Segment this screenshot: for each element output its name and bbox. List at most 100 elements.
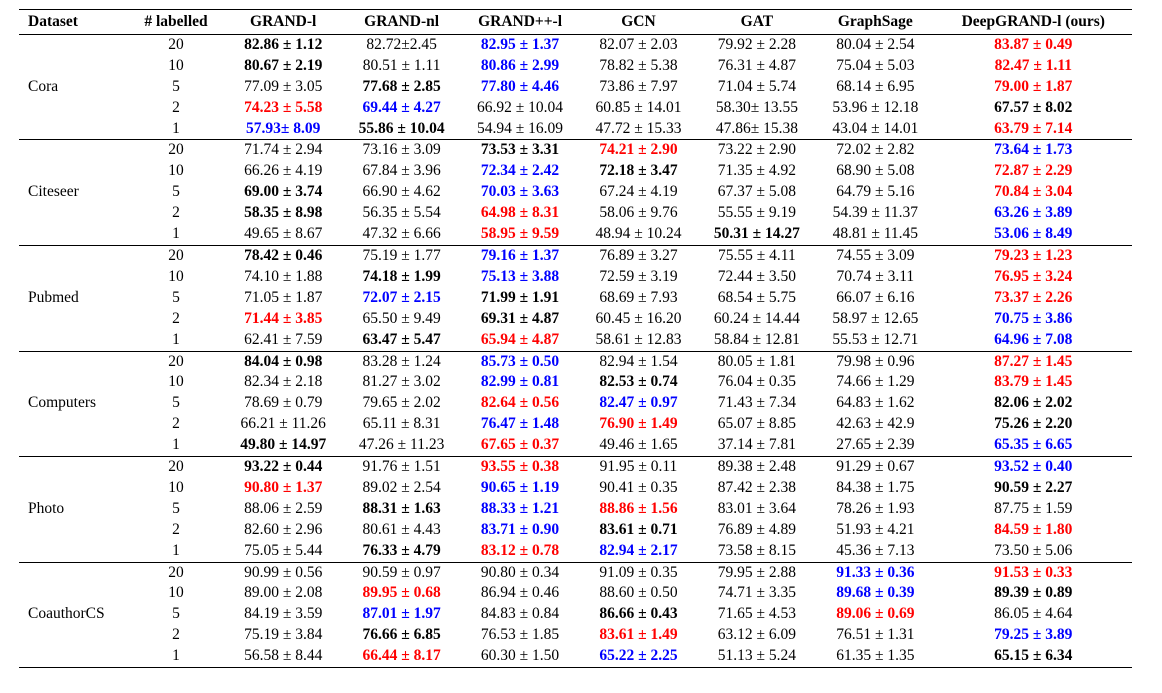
result-cell: 80.86 ± 2.99 bbox=[461, 56, 579, 77]
result-cell: 65.22 ± 2.25 bbox=[579, 646, 698, 669]
result-cell: 53.96 ± 12.18 bbox=[816, 98, 934, 119]
result-cell: 69.31 ± 4.87 bbox=[461, 309, 579, 330]
dataset-name-cell: Cora bbox=[28, 77, 59, 95]
result-value: 90.41 ± 0.35 bbox=[599, 478, 678, 496]
result-cell: 61.35 ± 1.35 bbox=[816, 646, 935, 669]
result-cell: 83.79 ± 1.45 bbox=[935, 372, 1132, 393]
result-value: 71.35 ± 4.92 bbox=[717, 162, 797, 180]
result-value: 49.65 ± 8.67 bbox=[244, 225, 323, 243]
result-value: 83.71 ± 0.90 bbox=[480, 520, 560, 538]
column-header-2: GRAND-l bbox=[224, 9, 343, 35]
result-cell: 73.58 ± 8.15 bbox=[697, 540, 817, 563]
result-cell: 60.85 ± 14.01 bbox=[579, 98, 697, 119]
result-value: 82.95 ± 1.37 bbox=[480, 35, 560, 53]
result-cell: 76.95 ± 3.24 bbox=[935, 267, 1132, 288]
result-cell: 90.59 ± 0.97 bbox=[342, 562, 460, 583]
table-row: 2 82.60 ± 2.96 80.61 ± 4.43 83.71 ± 0.90 83.… bbox=[19, 520, 1132, 541]
column-header-6: GAT bbox=[697, 9, 817, 35]
result-cell: 73.86 ± 7.97 bbox=[579, 77, 697, 98]
result-value: 42.63 ± 42.9 bbox=[836, 415, 915, 433]
result-value: 68.14 ± 6.95 bbox=[836, 77, 915, 95]
result-cell: 80.61 ± 4.43 bbox=[342, 520, 460, 541]
result-cell: 54.39 ± 11.37 bbox=[816, 203, 934, 224]
dataset-name-cell bbox=[19, 203, 128, 224]
result-value: 74.55 ± 3.09 bbox=[836, 246, 915, 264]
result-value: 65.50 ± 9.49 bbox=[362, 309, 441, 327]
result-cell: 84.04 ± 0.98 bbox=[224, 351, 342, 372]
result-cell: 77.09 ± 3.05 bbox=[224, 77, 342, 98]
result-cell: 65.07 ± 8.85 bbox=[698, 414, 816, 435]
result-value: 63.79 ± 7.14 bbox=[994, 119, 1073, 137]
result-cell: 67.24 ± 4.19 bbox=[579, 182, 697, 203]
result-value: 79.23 ± 1.23 bbox=[994, 246, 1073, 264]
dataset-group-photo: 20 93.22 ± 0.44 91.76 ± 1.51 93.55 ± 0.38 91… bbox=[19, 457, 1132, 563]
result-cell: 82.53 ± 0.74 bbox=[579, 372, 697, 393]
result-cell: 64.83 ± 1.62 bbox=[816, 393, 934, 414]
result-value: 43.04 ± 14.01 bbox=[832, 119, 919, 137]
result-cell: 83.71 ± 0.90 bbox=[461, 520, 579, 541]
result-value: 66.92 ± 10.04 bbox=[477, 98, 564, 116]
result-cell: 91.53 ± 0.33 bbox=[935, 562, 1132, 583]
result-cell: 63.12 ± 6.09 bbox=[698, 625, 816, 646]
result-cell: 63.79 ± 7.14 bbox=[934, 118, 1132, 141]
result-value: 71.99 ± 1.91 bbox=[480, 288, 560, 306]
result-cell: 87.42 ± 2.38 bbox=[698, 478, 816, 499]
result-value: 55.86 ± 10.04 bbox=[358, 119, 445, 137]
table-row: 20 90.99 ± 0.56 90.59 ± 0.97 90.80 ± 0.34 91… bbox=[19, 562, 1132, 583]
result-cell: 86.66 ± 0.43 bbox=[579, 604, 697, 625]
result-cell: 89.02 ± 2.54 bbox=[342, 478, 460, 499]
result-cell: 65.11 ± 8.31 bbox=[342, 414, 460, 435]
result-value: 66.44 ± 8.17 bbox=[362, 647, 441, 665]
results-table: Dataset # labelled GRAND-l GRAND-nl GRAND++-… bbox=[19, 9, 1132, 669]
result-cell: 82.94 ± 1.54 bbox=[579, 351, 697, 372]
result-value: 48.94 ± 10.24 bbox=[595, 225, 682, 243]
result-cell: 73.53 ± 3.31 bbox=[461, 140, 579, 161]
result-value: 70.75 ± 3.86 bbox=[994, 309, 1073, 327]
dataset-name-cell bbox=[19, 435, 128, 458]
dataset-name-cell bbox=[19, 118, 128, 141]
result-cell: 65.35 ± 6.65 bbox=[934, 435, 1132, 458]
table-row: 10 74.10 ± 1.88 74.18 ± 1.99 75.13 ± 3.88 72… bbox=[19, 267, 1132, 288]
table-row: 20 71.74 ± 2.94 73.16 ± 3.09 73.53 ± 3.31 74… bbox=[19, 140, 1132, 161]
dataset-name-cell bbox=[19, 309, 128, 330]
result-cell: 89.06 ± 0.69 bbox=[816, 604, 934, 625]
result-value: 72.59 ± 3.19 bbox=[599, 267, 678, 285]
result-cell: 91.76 ± 1.51 bbox=[342, 457, 460, 478]
labelled-count-cell: 1 bbox=[128, 329, 224, 352]
result-value: 54.39 ± 11.37 bbox=[832, 204, 919, 222]
dataset-group-computers: 20 84.04 ± 0.98 83.28 ± 1.24 85.73 ± 0.50 82… bbox=[19, 351, 1132, 458]
result-cell: 82.07 ± 2.03 bbox=[579, 34, 697, 55]
result-value: 82.47 ± 1.11 bbox=[994, 56, 1072, 74]
result-value: 74.18 ± 1.99 bbox=[362, 267, 441, 285]
result-cell: 82.99 ± 0.81 bbox=[461, 372, 579, 393]
result-cell: 89.38 ± 2.48 bbox=[698, 457, 816, 478]
dataset-name-cell: Computers bbox=[28, 394, 97, 412]
result-cell: 70.74 ± 3.11 bbox=[816, 267, 934, 288]
result-cell: 74.10 ± 1.88 bbox=[224, 267, 342, 288]
result-value: 68.69 ± 7.93 bbox=[599, 288, 678, 306]
result-value: 89.38 ± 2.48 bbox=[717, 458, 797, 476]
result-value: 91.76 ± 1.51 bbox=[362, 458, 441, 476]
dataset-name-cell: CoauthorCS bbox=[28, 605, 105, 623]
result-cell: 93.55 ± 0.38 bbox=[461, 457, 579, 478]
result-cell: 88.06 ± 2.59 bbox=[224, 499, 342, 520]
result-cell: 58.97 ± 12.65 bbox=[816, 309, 934, 330]
result-cell: 58.35 ± 8.98 bbox=[224, 203, 342, 224]
labelled-count-cell: 10 bbox=[168, 478, 184, 496]
result-value: 71.65 ± 4.53 bbox=[717, 605, 797, 623]
labelled-count-cell: 20 bbox=[168, 563, 184, 581]
result-value: 83.12 ± 0.78 bbox=[480, 541, 560, 559]
labelled-count-cell: 5 bbox=[172, 183, 180, 201]
result-value: 68.90 ± 5.08 bbox=[836, 162, 915, 180]
result-cell: 78.82 ± 5.38 bbox=[579, 56, 697, 77]
result-value: 71.04 ± 5.74 bbox=[717, 77, 797, 95]
result-value: 89.68 ± 0.39 bbox=[836, 584, 915, 602]
result-value: 67.37 ± 5.08 bbox=[717, 183, 797, 201]
labelled-count-cell: 10 bbox=[168, 584, 184, 602]
result-cell: 78.42 ± 0.46 bbox=[224, 245, 342, 266]
result-value: 74.66 ± 1.29 bbox=[836, 373, 915, 391]
result-cell: 76.04 ± 0.35 bbox=[698, 372, 816, 393]
result-value: 89.39 ± 0.89 bbox=[994, 584, 1073, 602]
result-value: 69.31 ± 4.87 bbox=[480, 309, 560, 327]
column-header-3: GRAND-nl bbox=[342, 9, 461, 35]
